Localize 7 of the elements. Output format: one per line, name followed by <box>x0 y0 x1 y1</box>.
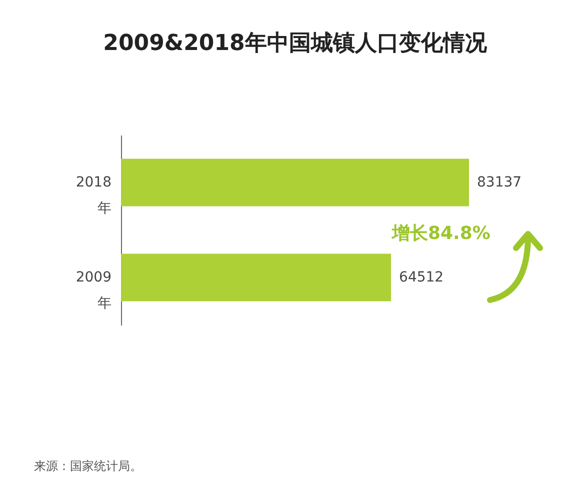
y-tick-label: 2009年 <box>76 270 112 312</box>
data-label: 64512 <box>399 270 444 286</box>
chart-title: 2009&2018年中国城镇人口变化情况 <box>103 30 488 56</box>
y-tick-label: 2018年 <box>76 174 112 216</box>
data-label: 83137 <box>477 174 522 190</box>
annotation: 增长84.8% <box>392 222 490 245</box>
source-note: 来源：国家统计局。 <box>34 458 142 475</box>
